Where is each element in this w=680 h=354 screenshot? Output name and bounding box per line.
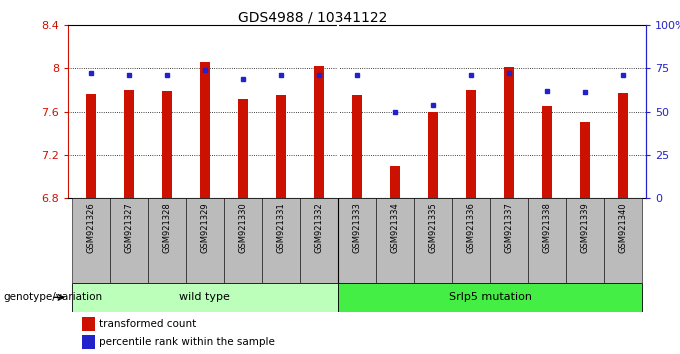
Bar: [224, 198, 262, 283]
Text: percentile rank within the sample: percentile rank within the sample: [99, 337, 275, 347]
Text: GSM921328: GSM921328: [163, 202, 171, 253]
Text: wild type: wild type: [180, 292, 231, 302]
Bar: [618, 93, 628, 198]
Bar: [490, 198, 528, 283]
Bar: [452, 198, 490, 283]
Bar: [543, 106, 552, 198]
Bar: [72, 198, 110, 283]
Bar: [352, 95, 362, 198]
Bar: [428, 112, 438, 198]
Text: GSM921333: GSM921333: [352, 202, 362, 253]
Bar: [262, 198, 300, 283]
Text: GSM921337: GSM921337: [505, 202, 513, 253]
Bar: [338, 283, 642, 312]
Bar: [414, 198, 452, 283]
Bar: [200, 62, 209, 198]
Text: GSM921336: GSM921336: [466, 202, 475, 253]
Bar: [376, 198, 414, 283]
Text: Srlp5 mutation: Srlp5 mutation: [449, 292, 532, 302]
Text: GSM921335: GSM921335: [428, 202, 437, 253]
Bar: [238, 98, 248, 198]
Text: GSM921326: GSM921326: [86, 202, 95, 253]
Text: GSM921330: GSM921330: [239, 202, 248, 253]
Text: GSM921340: GSM921340: [619, 202, 628, 253]
Bar: [162, 91, 171, 198]
Text: GSM921339: GSM921339: [581, 202, 590, 253]
Bar: [124, 90, 133, 198]
Bar: [148, 198, 186, 283]
Bar: [186, 198, 224, 283]
Bar: [466, 90, 476, 198]
Bar: [72, 283, 338, 312]
Bar: [300, 198, 338, 283]
Bar: [528, 198, 566, 283]
Bar: [276, 95, 286, 198]
Bar: [604, 198, 642, 283]
Text: GSM921329: GSM921329: [201, 202, 209, 253]
Bar: [390, 166, 400, 198]
Text: GDS4988 / 10341122: GDS4988 / 10341122: [238, 11, 388, 25]
Bar: [338, 198, 376, 283]
Text: GSM921327: GSM921327: [124, 202, 133, 253]
Bar: [566, 198, 604, 283]
Bar: [581, 122, 590, 198]
Bar: [86, 94, 96, 198]
Text: GSM921331: GSM921331: [277, 202, 286, 253]
Text: transformed count: transformed count: [99, 319, 196, 329]
Text: GSM921332: GSM921332: [314, 202, 324, 253]
Bar: [314, 66, 324, 198]
Bar: [505, 67, 514, 198]
Text: GSM921334: GSM921334: [390, 202, 400, 253]
Text: genotype/variation: genotype/variation: [3, 292, 103, 302]
Bar: [110, 198, 148, 283]
Text: GSM921338: GSM921338: [543, 202, 551, 253]
